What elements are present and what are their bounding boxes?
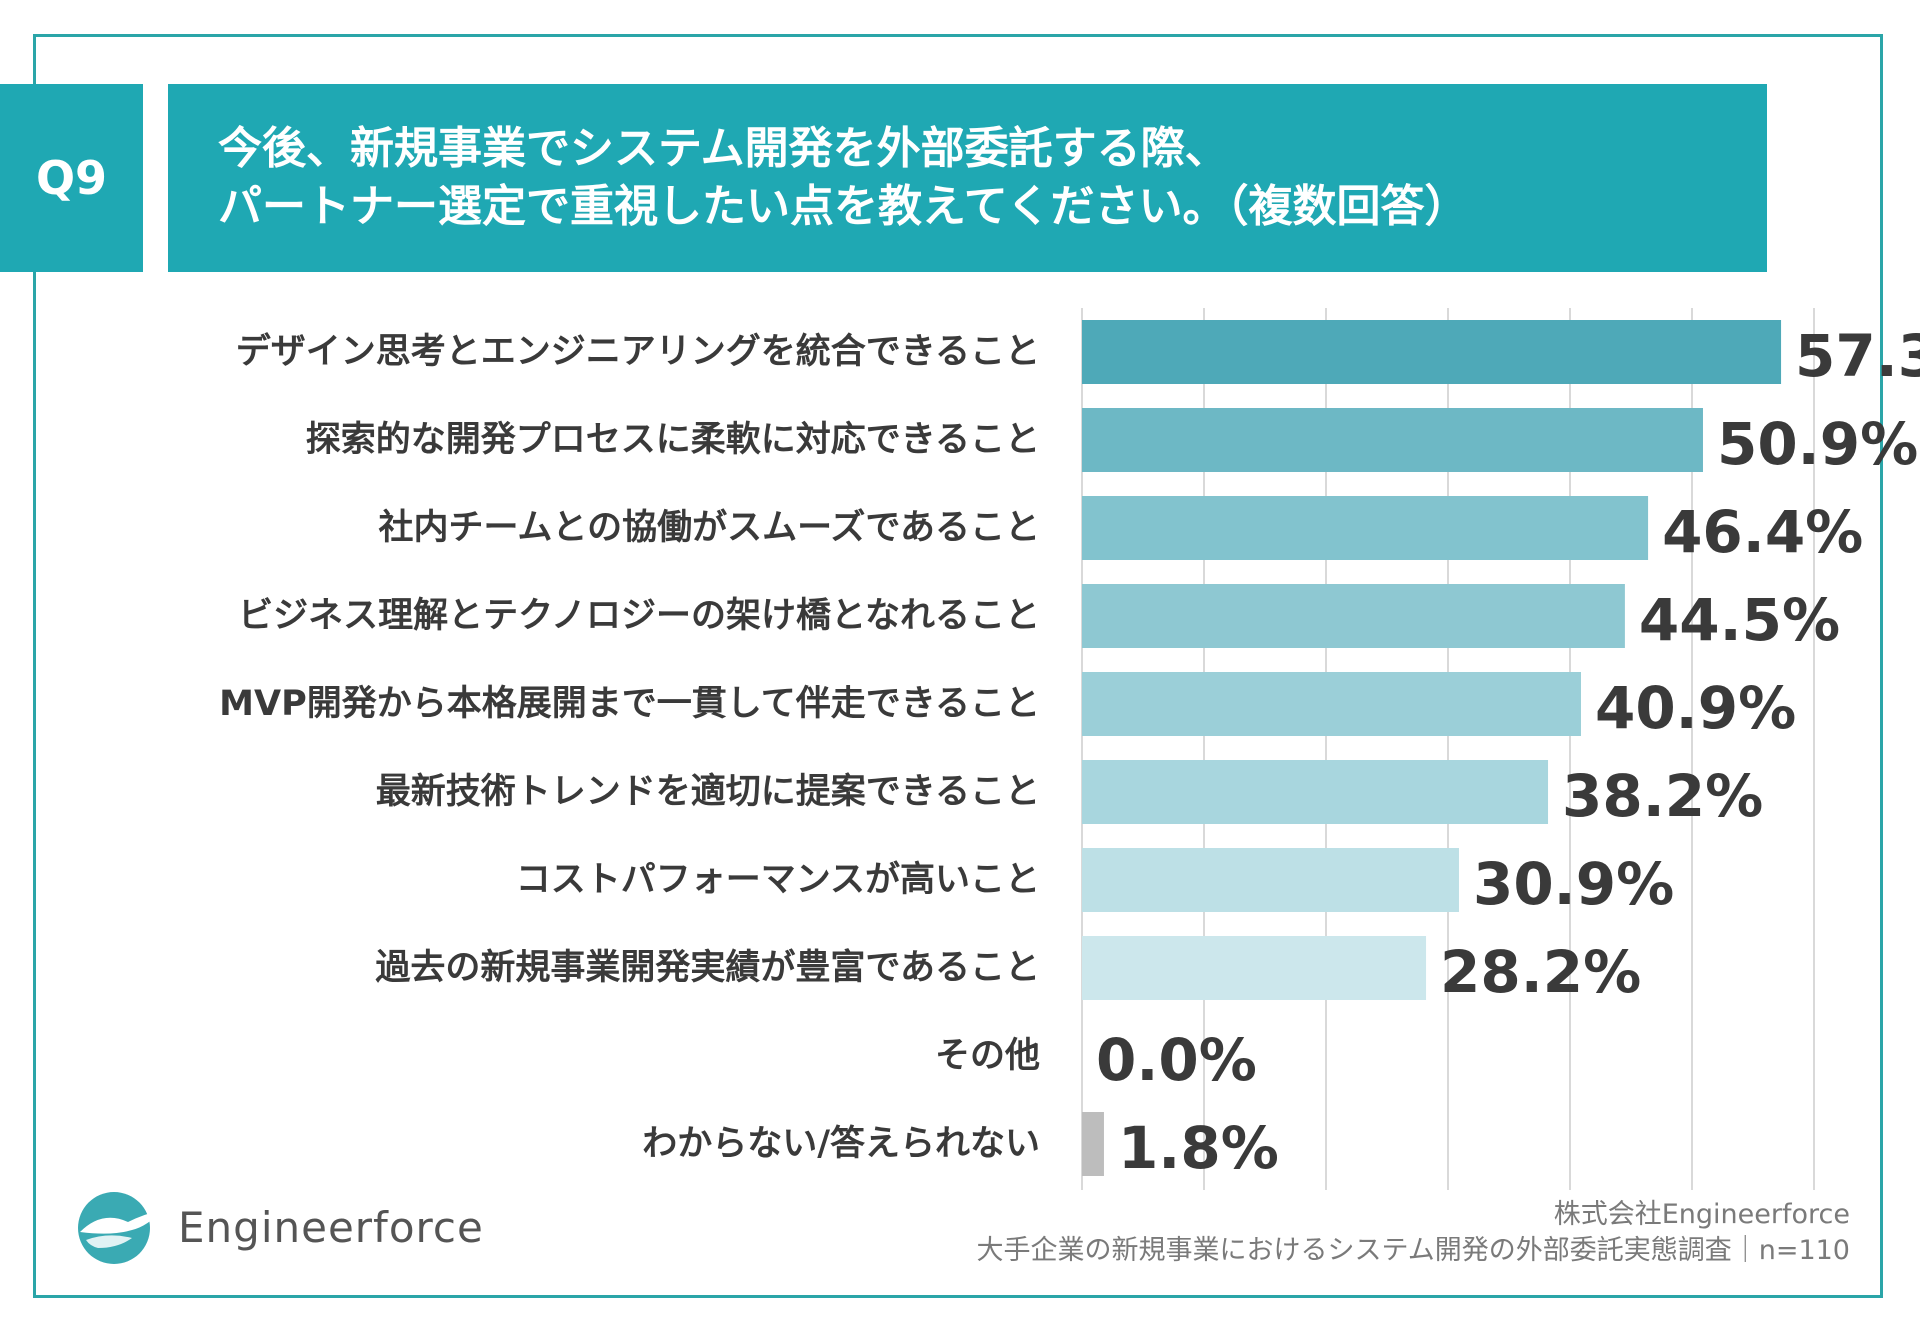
category-label: わからない/答えられない	[642, 1124, 1040, 1164]
bar	[1082, 848, 1459, 912]
category-label: 探索的な開発プロセスに柔軟に対応できること	[306, 420, 1040, 460]
category-label: 過去の新規事業開発実績が豊富であること	[375, 947, 1040, 988]
category-label: コストパフォーマンスが高いこと	[516, 860, 1040, 900]
title-line-2: パートナー選定で重視したい点を教えてください。（複数回答）	[218, 181, 1469, 232]
category-label: ビジネス理解とテクノロジーの架け橋となれること	[238, 596, 1040, 636]
value-label: 38.2%	[1562, 762, 1763, 830]
logo-mark-icon	[78, 1192, 162, 1264]
company-logo: Engineerforce	[72, 1188, 484, 1266]
footer-survey: 大手企業の新規事業におけるシステム開発の外部委託実態調査｜n=110	[976, 1235, 1850, 1266]
question-badge: Q9	[0, 84, 143, 272]
value-label: 40.9%	[1595, 674, 1796, 742]
bar	[1082, 496, 1649, 560]
title-line-1: 今後、新規事業でシステム開発を外部委託する際、	[218, 123, 1229, 174]
bar	[1082, 408, 1703, 472]
value-label: 57.3%	[1795, 322, 1920, 390]
category-label: デザイン思考とエンジニアリングを統合できること	[236, 331, 1040, 372]
bar	[1082, 936, 1427, 1000]
category-label: MVP開発から本格展開まで一貫して伴走できること	[219, 684, 1040, 724]
bar	[1082, 760, 1549, 824]
value-label: 50.9%	[1717, 410, 1918, 478]
value-label: 46.4%	[1662, 498, 1863, 566]
category-label: 最新技術トレンドを適切に提案できること	[376, 772, 1040, 812]
value-label: 28.2%	[1440, 938, 1641, 1006]
bar	[1082, 672, 1581, 736]
footer-company: 株式会社Engineerforce	[1553, 1199, 1850, 1230]
footer-credit: 株式会社Engineerforce 大手企業の新規事業におけるシステム開発の外部…	[977, 1197, 1850, 1269]
logo-text: Engineerforce	[178, 1202, 484, 1252]
value-label: 0.0%	[1096, 1026, 1257, 1094]
value-label: 44.5%	[1639, 586, 1840, 654]
value-label: 1.8%	[1118, 1114, 1279, 1182]
category-label: 社内チームとの協働がスムーズであること	[378, 507, 1040, 548]
value-label: 30.9%	[1473, 850, 1674, 918]
title-box: 今後、新規事業でシステム開発を外部委託する際、 パートナー選定で重視したい点を教…	[168, 84, 1767, 272]
chart-frame	[33, 34, 1883, 1298]
bar	[1082, 1112, 1104, 1176]
bar	[1082, 584, 1625, 648]
category-label: その他	[935, 1036, 1040, 1076]
bar	[1082, 320, 1782, 384]
